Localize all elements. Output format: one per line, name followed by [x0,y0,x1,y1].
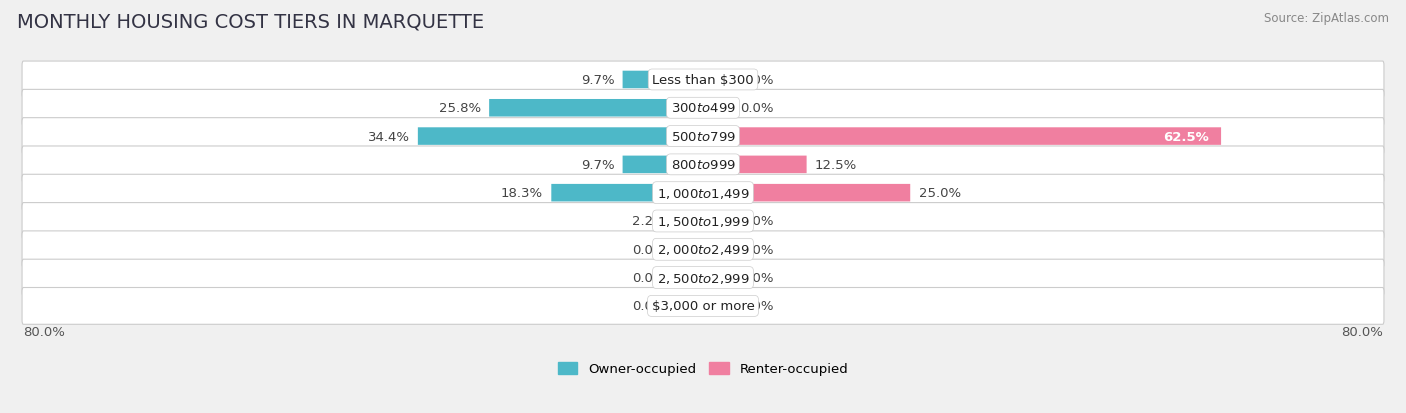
FancyBboxPatch shape [673,297,703,315]
FancyBboxPatch shape [489,100,703,117]
Text: 2.2%: 2.2% [631,215,665,228]
FancyBboxPatch shape [703,156,807,174]
FancyBboxPatch shape [703,241,733,259]
FancyBboxPatch shape [22,147,1384,183]
Text: $2,000 to $2,499: $2,000 to $2,499 [657,243,749,256]
Text: Source: ZipAtlas.com: Source: ZipAtlas.com [1264,12,1389,25]
FancyBboxPatch shape [623,156,703,174]
Text: 0.0%: 0.0% [741,74,773,87]
Text: $2,500 to $2,999: $2,500 to $2,999 [657,271,749,285]
FancyBboxPatch shape [22,175,1384,211]
FancyBboxPatch shape [22,288,1384,325]
FancyBboxPatch shape [22,62,1384,99]
Text: 80.0%: 80.0% [24,325,65,338]
Text: 0.0%: 0.0% [741,215,773,228]
Text: 34.4%: 34.4% [367,130,409,143]
FancyBboxPatch shape [673,269,703,287]
FancyBboxPatch shape [703,100,733,117]
FancyBboxPatch shape [703,269,733,287]
Text: $500 to $799: $500 to $799 [671,130,735,143]
FancyBboxPatch shape [22,203,1384,240]
Text: 0.0%: 0.0% [741,243,773,256]
Legend: Owner-occupied, Renter-occupied: Owner-occupied, Renter-occupied [558,362,848,375]
FancyBboxPatch shape [703,213,733,230]
Text: 80.0%: 80.0% [1341,325,1382,338]
FancyBboxPatch shape [418,128,703,145]
Text: 25.8%: 25.8% [439,102,481,115]
FancyBboxPatch shape [703,185,910,202]
Text: $1,000 to $1,499: $1,000 to $1,499 [657,186,749,200]
Text: 9.7%: 9.7% [581,159,614,171]
FancyBboxPatch shape [22,90,1384,127]
Text: 0.0%: 0.0% [633,300,665,313]
FancyBboxPatch shape [703,128,1220,145]
Text: $800 to $999: $800 to $999 [671,159,735,171]
FancyBboxPatch shape [673,213,703,230]
Text: 0.0%: 0.0% [741,102,773,115]
Text: 0.0%: 0.0% [741,271,773,285]
Text: $3,000 or more: $3,000 or more [651,300,755,313]
FancyBboxPatch shape [703,297,733,315]
FancyBboxPatch shape [623,71,703,89]
Text: 0.0%: 0.0% [633,271,665,285]
Text: 12.5%: 12.5% [815,159,858,171]
Text: 18.3%: 18.3% [501,187,543,200]
FancyBboxPatch shape [673,241,703,259]
FancyBboxPatch shape [22,119,1384,155]
Text: 0.0%: 0.0% [633,243,665,256]
Text: MONTHLY HOUSING COST TIERS IN MARQUETTE: MONTHLY HOUSING COST TIERS IN MARQUETTE [17,12,484,31]
Text: 62.5%: 62.5% [1163,130,1209,143]
FancyBboxPatch shape [22,231,1384,268]
Text: $300 to $499: $300 to $499 [671,102,735,115]
Text: 0.0%: 0.0% [741,300,773,313]
Text: 25.0%: 25.0% [918,187,960,200]
FancyBboxPatch shape [703,71,733,89]
FancyBboxPatch shape [22,259,1384,296]
Text: Less than $300: Less than $300 [652,74,754,87]
Text: $1,500 to $1,999: $1,500 to $1,999 [657,214,749,228]
Text: 9.7%: 9.7% [581,74,614,87]
FancyBboxPatch shape [551,185,703,202]
